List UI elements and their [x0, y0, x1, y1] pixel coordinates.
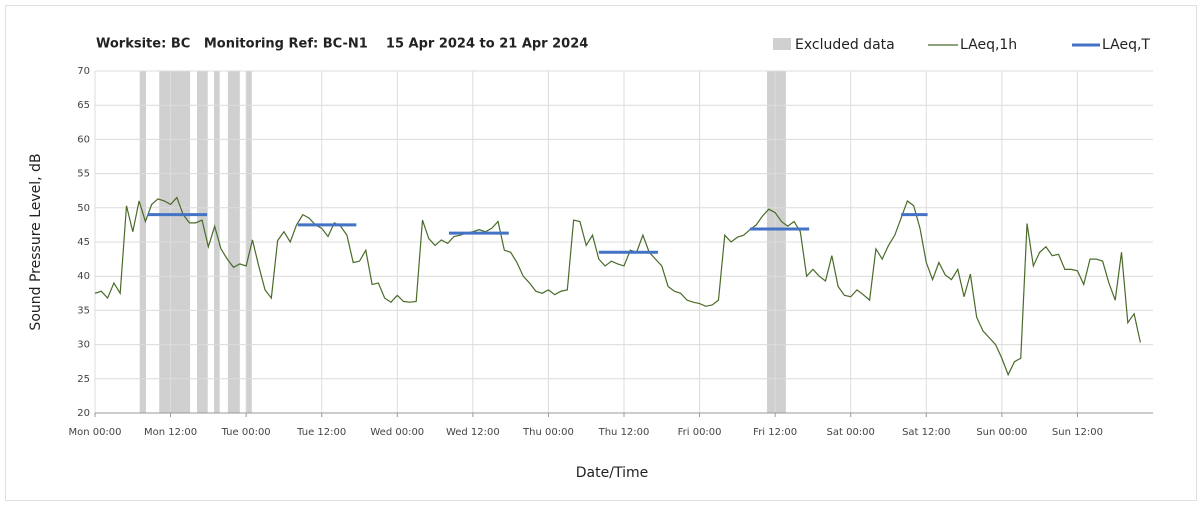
- x-tick-label: Wed 00:00: [370, 427, 424, 438]
- y-tick-label: 35: [77, 305, 90, 316]
- x-tick-label: Mon 00:00: [68, 427, 121, 438]
- y-tick-label: 55: [77, 169, 90, 180]
- data-line: [94, 196, 1141, 377]
- x-tick-label: Fri 12:00: [753, 427, 797, 438]
- x-tick-label: Tue 12:00: [296, 427, 346, 438]
- x-tick-label: Sun 12:00: [1052, 427, 1103, 438]
- x-tick-label: Sat 00:00: [827, 427, 875, 438]
- x-tick-label: Fri 00:00: [678, 427, 722, 438]
- y-axis-label: Sound Pressure Level, dB: [28, 153, 44, 330]
- y-tick-label: 45: [77, 237, 90, 248]
- legend-label: Excluded data: [795, 37, 895, 53]
- y-tick-label: 25: [77, 374, 90, 385]
- chart-title: Worksite: BC Monitoring Ref: BC-N1 15 Ap…: [96, 37, 588, 52]
- x-tick-label: Tue 00:00: [221, 427, 271, 438]
- legend-swatch: [773, 38, 791, 50]
- x-tick-label: Mon 12:00: [144, 427, 197, 438]
- legend-label: LAeq,T: [1102, 37, 1150, 53]
- y-tick-label: 65: [77, 100, 90, 111]
- x-tick-label: Sun 00:00: [976, 427, 1027, 438]
- x-tick-label: Wed 12:00: [446, 427, 500, 438]
- legend-label: LAeq,1h: [960, 37, 1017, 53]
- x-tick-label: Thu 00:00: [522, 427, 574, 438]
- y-tick-label: 20: [77, 408, 90, 419]
- x-axis-label: Date/Time: [576, 465, 648, 481]
- x-tick-label: Thu 12:00: [598, 427, 650, 438]
- x-tick-label: Sat 12:00: [902, 427, 950, 438]
- chart-frame: [5, 5, 1197, 501]
- y-tick-label: 70: [77, 66, 90, 77]
- y-tick-label: 50: [77, 203, 90, 214]
- y-tick-label: 30: [77, 340, 90, 351]
- y-tick-label: 40: [77, 271, 90, 282]
- y-tick-label: 60: [77, 134, 90, 145]
